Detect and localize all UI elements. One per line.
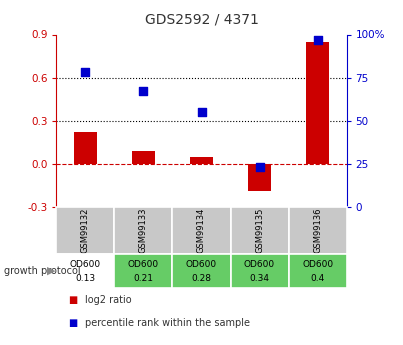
Text: GSM99136: GSM99136 bbox=[313, 208, 322, 253]
Text: ■: ■ bbox=[69, 295, 78, 305]
Text: 0.34: 0.34 bbox=[249, 274, 270, 283]
Text: OD600: OD600 bbox=[244, 260, 275, 269]
Bar bbox=[132, 151, 155, 164]
Bar bbox=[114, 254, 172, 288]
Bar bbox=[56, 254, 114, 288]
Text: log2 ratio: log2 ratio bbox=[85, 295, 131, 305]
Point bbox=[256, 165, 263, 170]
Bar bbox=[190, 157, 213, 164]
Bar bbox=[306, 42, 329, 164]
Text: 0.21: 0.21 bbox=[133, 274, 154, 283]
Point bbox=[198, 109, 205, 115]
Text: GSM99134: GSM99134 bbox=[197, 208, 206, 253]
Bar bbox=[74, 132, 97, 164]
Bar bbox=[231, 254, 289, 288]
Point bbox=[140, 89, 147, 94]
Bar bbox=[172, 207, 231, 254]
Text: OD600: OD600 bbox=[128, 260, 159, 269]
Text: GSM99135: GSM99135 bbox=[255, 208, 264, 253]
Text: percentile rank within the sample: percentile rank within the sample bbox=[85, 318, 249, 327]
Text: ■: ■ bbox=[69, 318, 78, 327]
Bar bbox=[172, 254, 231, 288]
Bar bbox=[289, 254, 347, 288]
Text: GDS2592 / 4371: GDS2592 / 4371 bbox=[145, 12, 258, 26]
Text: GSM99133: GSM99133 bbox=[139, 208, 148, 253]
Text: OD600: OD600 bbox=[186, 260, 217, 269]
Bar bbox=[289, 207, 347, 254]
Text: growth protocol: growth protocol bbox=[4, 266, 81, 276]
Bar bbox=[114, 207, 172, 254]
Text: OD600: OD600 bbox=[70, 260, 101, 269]
Point bbox=[314, 37, 321, 42]
Text: 0.28: 0.28 bbox=[191, 274, 212, 283]
Text: 0.13: 0.13 bbox=[75, 274, 96, 283]
Point bbox=[82, 70, 89, 75]
Bar bbox=[248, 164, 271, 191]
Bar bbox=[56, 207, 114, 254]
Text: 0.4: 0.4 bbox=[310, 274, 325, 283]
Text: GSM99132: GSM99132 bbox=[81, 208, 90, 253]
Bar bbox=[231, 207, 289, 254]
Text: ▶: ▶ bbox=[47, 266, 56, 276]
Text: OD600: OD600 bbox=[302, 260, 333, 269]
